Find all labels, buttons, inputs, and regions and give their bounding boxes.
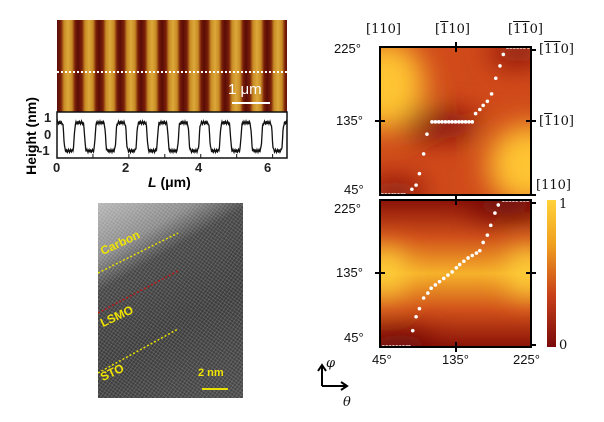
moment-dot	[474, 251, 479, 255]
moment-dot	[446, 120, 451, 124]
moment-dot	[421, 152, 426, 156]
xtick-6: 6	[264, 160, 272, 175]
moment-dot	[453, 120, 458, 124]
moment-dot	[417, 306, 422, 311]
xtick-0: 0	[53, 160, 61, 175]
moment-dot	[478, 248, 482, 253]
moment-dot	[440, 120, 444, 124]
ytick-0: 0	[44, 127, 52, 142]
ytick-top-45: 45°	[344, 182, 364, 197]
ytick-bottom-45: 45°	[344, 330, 364, 345]
moment-dot	[437, 279, 442, 284]
moment-dot	[421, 296, 426, 300]
tem-image	[98, 203, 243, 398]
moment-dot	[414, 183, 418, 187]
moment-dot	[496, 203, 501, 207]
xtick-4: 4	[195, 160, 203, 175]
moment-dot	[450, 120, 454, 124]
ytick-1: 1	[44, 110, 52, 125]
moment-dot	[489, 92, 494, 96]
colorbar-min: 0	[559, 338, 568, 353]
theta-label: θ	[343, 395, 351, 410]
moment-dot	[485, 99, 490, 104]
right-label-bar110: [110]	[539, 114, 574, 129]
afm-image	[57, 20, 287, 112]
moment-dot	[425, 132, 429, 136]
profile-xticks	[56, 154, 274, 158]
moment-dot	[481, 240, 485, 245]
ytick-neg1: -1	[38, 143, 50, 158]
moment-dot	[454, 265, 459, 270]
xtick-225: 225°	[513, 352, 540, 367]
afm-scale-bar	[232, 102, 270, 104]
profile-xlabel: L (μm)	[148, 174, 191, 190]
tem-scale-label: 2 nm	[198, 367, 224, 379]
heatmap-bottom	[380, 200, 531, 347]
moment-dot	[466, 256, 470, 260]
axes-arrows	[317, 363, 349, 391]
moment-dot	[498, 64, 502, 68]
xtick-2: 2	[122, 160, 130, 175]
moment-dot	[410, 328, 415, 333]
top-label-110: [110]	[366, 22, 401, 37]
ytick-bottom-135: 135°	[336, 265, 363, 280]
ytick-top-225: 225°	[334, 41, 361, 56]
moment-dot	[493, 211, 497, 215]
moment-dot	[473, 111, 478, 116]
moment-dot	[410, 187, 414, 192]
right-label-barbar0: [110]	[539, 42, 574, 57]
moment-dot	[457, 120, 461, 124]
ytick-bottom-225: 225°	[334, 201, 361, 216]
red-interface-line	[98, 270, 179, 314]
xtick-45: 45°	[372, 352, 392, 367]
moment-dot	[426, 291, 430, 295]
moment-dot	[433, 283, 438, 287]
moment-dot	[430, 120, 434, 124]
moment-dot	[481, 103, 485, 108]
moment-dot	[441, 276, 446, 281]
moment-dot	[414, 314, 418, 319]
moment-dot	[460, 120, 465, 124]
moment-dot	[446, 273, 450, 277]
moment-dot	[417, 171, 422, 176]
phi-label: φ	[326, 356, 336, 371]
tem-overlay	[98, 232, 228, 390]
moment-dot	[470, 120, 475, 124]
moment-dot	[493, 76, 498, 81]
afm-scale-label: 1 μm	[228, 81, 262, 98]
ytick-top-135: 135°	[336, 113, 363, 128]
moment-dot	[478, 107, 482, 112]
colorbar-max: 1	[559, 197, 568, 212]
heatmap-ticks	[375, 42, 536, 352]
colorbar	[547, 200, 556, 347]
moment-dot	[433, 120, 438, 124]
moment-dot	[462, 259, 466, 264]
moment-dot	[436, 120, 441, 124]
moment-dot	[450, 270, 454, 274]
moment-dot	[463, 120, 468, 124]
profile-line	[56, 118, 288, 155]
top-label-bar110: [110]	[435, 22, 470, 37]
height-profile-plot	[56, 111, 288, 159]
moment-dot	[470, 253, 475, 258]
moment-dot	[429, 286, 433, 291]
line-cut-marker	[57, 71, 287, 73]
xtick-135: 135°	[442, 352, 469, 367]
moment-dot	[501, 52, 506, 57]
sto-interface-line	[98, 328, 179, 374]
moment-dot	[467, 120, 471, 124]
right-label-110: [110]	[536, 178, 571, 193]
moment-dot	[443, 120, 448, 124]
moment-dot	[457, 262, 462, 267]
moment-dot	[485, 233, 490, 237]
moment-dot	[488, 223, 493, 228]
carbon-interface-line	[98, 232, 179, 274]
top-label-barbar0: [110]	[508, 22, 543, 37]
